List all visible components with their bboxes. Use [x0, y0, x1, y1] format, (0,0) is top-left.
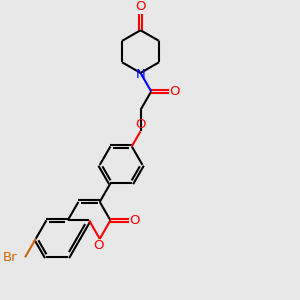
Text: O: O	[93, 239, 104, 252]
Text: Br: Br	[2, 251, 17, 264]
Text: O: O	[135, 0, 146, 13]
Text: O: O	[170, 85, 180, 98]
Text: N: N	[136, 68, 146, 81]
Text: O: O	[130, 214, 140, 227]
Text: O: O	[135, 118, 146, 131]
